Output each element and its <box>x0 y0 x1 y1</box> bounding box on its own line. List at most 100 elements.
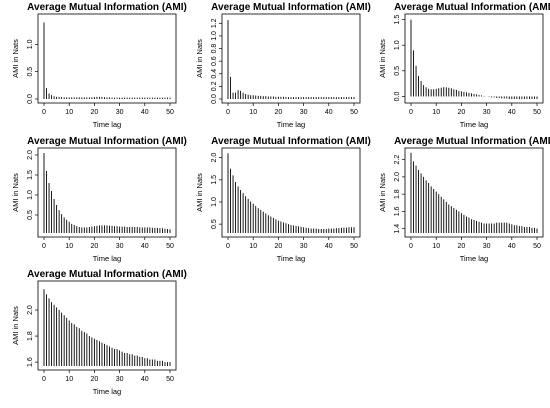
x-tick-label: 30 <box>300 243 308 250</box>
x-tick-label: 50 <box>350 109 358 116</box>
x-tick-label: 20 <box>91 376 99 383</box>
plot-frame <box>37 13 177 104</box>
y-tick-label: 2.0 <box>27 305 34 315</box>
plot-frame <box>37 280 177 371</box>
plot-frame <box>221 147 361 238</box>
y-axis-label: AMI in Nats <box>195 173 204 212</box>
y-tick-label: 0.5 <box>27 67 34 77</box>
y-axis-label: AMI in Nats <box>378 173 387 212</box>
x-tick-label: 40 <box>141 243 149 250</box>
y-tick-label: 0.0 <box>27 94 34 104</box>
y-tick-label: 2.2 <box>394 155 401 165</box>
y-tick-label: 1.0 <box>211 197 218 207</box>
y-tick-label: 1.5 <box>211 175 218 185</box>
x-axis-label: Time lag <box>460 120 488 129</box>
x-tick-label: 20 <box>275 109 283 116</box>
y-tick-label: 0.0 <box>211 94 218 104</box>
x-tick-label: 30 <box>116 109 124 116</box>
ami-panel-1: Average Mutual Information (AMI) 0 10 20 30 4… <box>11 2 187 129</box>
ami-panel-7: Average Mutual Information (AMI) 0 10 20 30 4… <box>11 269 187 396</box>
x-tick-label: 40 <box>325 109 333 116</box>
y-tick-label: 0.6 <box>211 56 218 66</box>
y-tick-label: 1.6 <box>27 357 34 367</box>
x-tick-label: 20 <box>91 243 99 250</box>
y-tick-label: 1.8 <box>394 189 401 199</box>
y-tick-label: 1.2 <box>211 18 218 28</box>
plot-frame <box>37 147 177 238</box>
x-axis-label: Time lag <box>93 387 121 396</box>
y-tick-label: 1.0 <box>27 39 34 49</box>
x-tick-label: 20 <box>91 109 99 116</box>
x-tick-label: 20 <box>275 243 283 250</box>
x-tick-label: 0 <box>42 109 46 116</box>
x-tick-label: 40 <box>508 109 516 116</box>
chart-title: Average Mutual Information (AMI) <box>27 136 187 147</box>
x-tick-label: 30 <box>116 376 124 383</box>
x-tick-label: 0 <box>409 243 413 250</box>
y-tick-label: 0.5 <box>27 210 34 220</box>
x-tick-label: 50 <box>533 109 541 116</box>
x-tick-label: 40 <box>141 109 149 116</box>
y-tick-label: 0.0 <box>394 91 401 101</box>
x-tick-label: 40 <box>508 243 516 250</box>
chart-title: Average Mutual Information (AMI) <box>27 269 187 280</box>
y-tick-label: 1.0 <box>394 40 401 50</box>
x-tick-label: 10 <box>432 243 440 250</box>
x-tick-label: 50 <box>166 376 174 383</box>
x-tick-label: 0 <box>42 376 46 383</box>
chart-title: Average Mutual Information (AMI) <box>211 2 371 13</box>
x-tick-label: 30 <box>483 109 491 116</box>
y-tick-label: 0.8 <box>211 44 218 54</box>
y-tick-label: 1.5 <box>27 170 34 180</box>
x-tick-label: 0 <box>226 243 230 250</box>
x-tick-label: 40 <box>141 376 149 383</box>
ami-panel-3: Average Mutual Information (AMI) 0 10 20 30 4… <box>378 2 550 129</box>
x-tick-label: 10 <box>432 109 440 116</box>
x-axis-label: Time lag <box>277 120 305 129</box>
y-axis-label: AMI in Nats <box>195 39 204 78</box>
y-axis-label: AMI in Nats <box>11 39 20 78</box>
chart-title: Average Mutual Information (AMI) <box>211 136 371 147</box>
x-tick-label: 50 <box>166 109 174 116</box>
chart-title: Average Mutual Information (AMI) <box>394 2 550 13</box>
x-tick-label: 30 <box>116 243 124 250</box>
y-tick-label: 2.0 <box>27 150 34 160</box>
y-tick-label: 1.4 <box>394 224 401 234</box>
x-tick-label: 10 <box>65 243 73 250</box>
x-tick-label: 30 <box>300 109 308 116</box>
x-tick-label: 0 <box>226 109 230 116</box>
y-tick-label: 2.0 <box>394 172 401 182</box>
x-tick-label: 10 <box>65 109 73 116</box>
ami-panel-6: Average Mutual Information (AMI) 0 10 20 30 4… <box>378 136 550 263</box>
x-tick-label: 50 <box>350 243 358 250</box>
ami-panel-5: Average Mutual Information (AMI) 0 10 20 30 4… <box>195 136 371 263</box>
plot-frame <box>404 13 544 104</box>
x-tick-label: 0 <box>409 109 413 116</box>
y-tick-label: 1.5 <box>394 15 401 25</box>
plot-frame <box>221 13 361 104</box>
ami-panel-4: Average Mutual Information (AMI) 0 10 20 30 4… <box>11 136 187 263</box>
y-axis-label: AMI in Nats <box>11 173 20 212</box>
y-axis-label: AMI in Nats <box>11 306 20 345</box>
x-tick-label: 10 <box>249 243 257 250</box>
x-tick-label: 0 <box>42 243 46 250</box>
x-axis-label: Time lag <box>93 254 121 263</box>
x-tick-label: 30 <box>483 243 491 250</box>
y-axis-label: AMI in Nats <box>378 39 387 78</box>
chart-title: Average Mutual Information (AMI) <box>394 136 550 147</box>
x-axis-label: Time lag <box>93 120 121 129</box>
y-tick-label: 0.4 <box>211 69 218 79</box>
x-tick-label: 40 <box>325 243 333 250</box>
y-tick-label: 0.5 <box>394 66 401 76</box>
x-tick-label: 10 <box>65 376 73 383</box>
x-tick-label: 20 <box>458 109 466 116</box>
y-tick-label: 1.6 <box>394 206 401 216</box>
x-tick-label: 50 <box>166 243 174 250</box>
ami-panel-2: Average Mutual Information (AMI) 0 10 20 30 4… <box>195 2 371 129</box>
x-tick-label: 20 <box>458 243 466 250</box>
chart-title: Average Mutual Information (AMI) <box>27 2 187 13</box>
y-tick-label: 2.0 <box>211 153 218 163</box>
plot-frame <box>404 147 544 238</box>
x-tick-label: 10 <box>249 109 257 116</box>
